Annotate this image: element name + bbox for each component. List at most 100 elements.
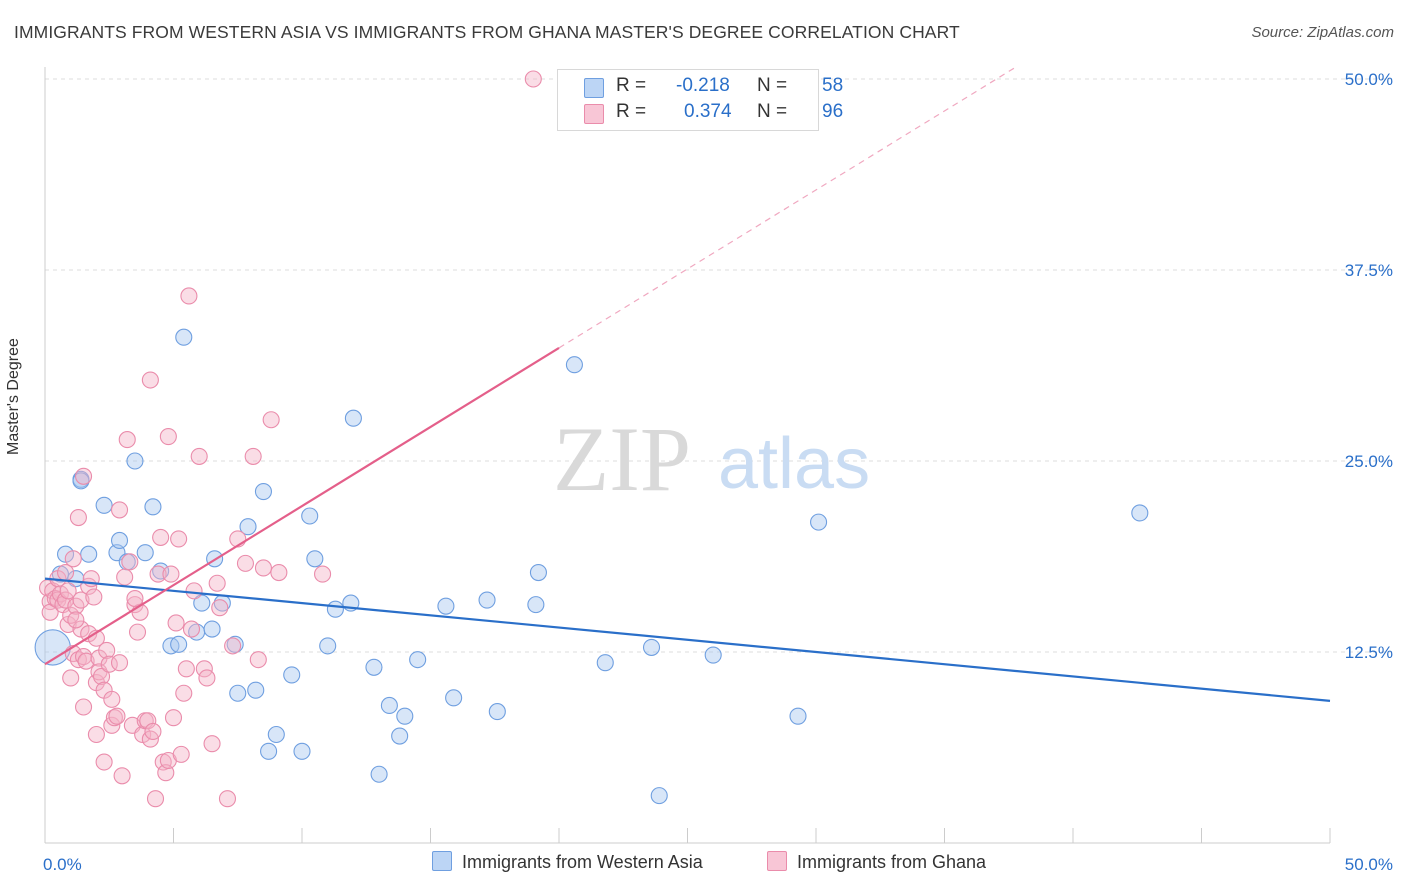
bottom-legend-swatch-pink xyxy=(767,851,787,871)
point-western-asia xyxy=(229,684,247,702)
point-ghana xyxy=(62,606,80,624)
legend-n-label: N = xyxy=(757,75,788,96)
point-western-asia xyxy=(193,594,211,612)
point-ghana xyxy=(244,447,262,465)
point-western-asia xyxy=(110,531,129,550)
point-ghana xyxy=(128,623,147,641)
point-ghana xyxy=(95,753,113,771)
bottom-legend-swatch-blue xyxy=(432,851,452,871)
point-western-asia xyxy=(380,696,398,715)
point-western-asia xyxy=(203,620,221,638)
y-axis-label: Master's Degree xyxy=(5,338,22,455)
source-label: Source: ZipAtlas.com xyxy=(1251,24,1394,41)
point-western-asia xyxy=(239,518,257,536)
bottom-legend-label: Immigrants from Western Asia xyxy=(462,852,703,872)
y-tick-label: 12.5% xyxy=(1345,643,1393,662)
point-ghana xyxy=(105,709,123,727)
point-ghana xyxy=(254,559,273,577)
point-western-asia xyxy=(72,472,90,490)
point-ghana xyxy=(75,467,93,485)
watermark-atlas: atlas xyxy=(718,424,870,504)
point-western-asia xyxy=(596,654,614,672)
point-ghana xyxy=(116,568,134,586)
point-ghana xyxy=(75,698,93,716)
point-ghana xyxy=(113,767,131,785)
point-western-asia xyxy=(527,596,545,614)
trend-line-western-asia xyxy=(44,577,1331,702)
legend-r-value: -0.218 xyxy=(676,75,730,96)
point-western-asia xyxy=(488,703,506,721)
point-ghana xyxy=(152,528,170,546)
point-ghana xyxy=(110,654,129,672)
point-ghana xyxy=(180,287,198,305)
point-ghana xyxy=(182,620,201,638)
legend-swatch-pink xyxy=(584,104,604,124)
point-ghana xyxy=(126,589,144,608)
point-western-asia xyxy=(319,637,337,655)
point-ghana xyxy=(167,614,185,632)
point-western-asia xyxy=(409,651,427,669)
legend-r-label: R = xyxy=(616,101,647,122)
point-ghana xyxy=(146,790,165,808)
point-western-asia xyxy=(396,707,414,725)
point-ghana xyxy=(164,709,183,727)
point-ghana xyxy=(190,447,208,465)
legend-n-label: N = xyxy=(757,101,788,122)
point-ghana xyxy=(141,371,159,389)
point-western-asia xyxy=(136,544,154,562)
watermark: ZIP atlas xyxy=(553,408,870,510)
point-western-asia xyxy=(789,707,807,725)
point-western-asia xyxy=(1131,504,1149,522)
point-western-asia xyxy=(170,635,188,653)
point-ghana xyxy=(77,652,95,670)
point-ghana xyxy=(177,660,195,678)
point-ghana xyxy=(121,553,139,571)
point-ghana xyxy=(236,554,255,572)
point-ghana xyxy=(64,550,82,568)
legend-r-value: 0.374 xyxy=(684,101,732,122)
point-ghana xyxy=(98,641,116,660)
x-tick-label: 0.0% xyxy=(43,855,82,874)
point-western-asia xyxy=(126,452,144,470)
point-ghana xyxy=(92,667,111,685)
point-ghana xyxy=(185,582,203,600)
point-western-asia xyxy=(565,356,583,374)
point-ghana xyxy=(175,684,193,702)
correlation-legend: R = -0.218 N = 58 R = 0.374 N = 96 xyxy=(557,69,843,131)
trend-line-ghana-extrapolated xyxy=(558,67,1015,349)
point-ghana xyxy=(69,508,87,527)
point-ghana xyxy=(110,501,129,519)
point-ghana xyxy=(103,690,121,708)
bottom-legend-ghana: Immigrants from Ghana xyxy=(767,851,986,873)
y-tick-label: 50.0% xyxy=(1345,70,1393,89)
point-ghana xyxy=(211,599,229,617)
y-tick-label: 37.5% xyxy=(1345,261,1393,280)
point-western-asia xyxy=(650,787,668,805)
point-western-asia xyxy=(254,483,273,501)
point-ghana xyxy=(524,70,542,88)
point-western-asia xyxy=(445,689,463,707)
grid xyxy=(45,78,1392,653)
x-tick-label: 50.0% xyxy=(1345,855,1393,874)
point-ghana xyxy=(218,790,237,808)
point-western-asia xyxy=(247,681,265,699)
legend-n-value: 96 xyxy=(822,101,844,122)
point-western-asia xyxy=(529,563,547,582)
point-ghana xyxy=(159,428,177,446)
point-ghana xyxy=(144,722,162,741)
trend-lines xyxy=(44,67,1331,702)
point-western-asia xyxy=(642,638,661,656)
point-ghana xyxy=(62,669,80,687)
point-ghana xyxy=(224,637,242,655)
point-western-asia xyxy=(326,600,344,618)
point-ghana xyxy=(67,611,85,629)
point-western-asia xyxy=(267,725,285,744)
axes xyxy=(44,67,1331,844)
point-western-asia xyxy=(226,635,244,653)
point-ghana xyxy=(203,735,221,753)
point-ghana xyxy=(149,565,167,583)
point-ghana xyxy=(172,745,190,763)
legend-n-value: 58 xyxy=(822,75,844,96)
chart-title: IMMIGRANTS FROM WESTERN ASIA VS IMMIGRAN… xyxy=(14,22,960,42)
